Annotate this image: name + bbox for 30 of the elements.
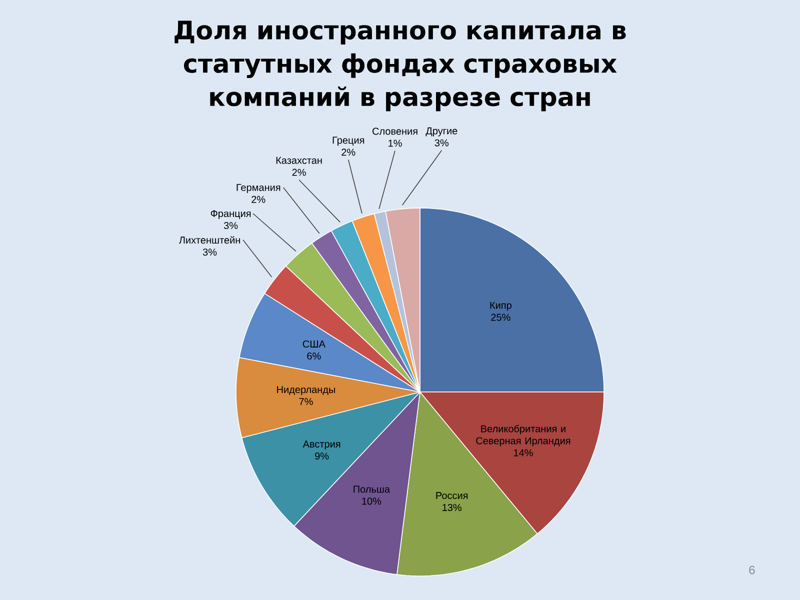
slice-label: Германия bbox=[236, 184, 280, 193]
data-label: 14% bbox=[514, 449, 533, 456]
data-label: 13% bbox=[442, 504, 462, 512]
data-label: 25% bbox=[491, 314, 510, 321]
slice-label: Кипр bbox=[490, 302, 512, 311]
slice-label: Лихтенштейн bbox=[179, 236, 240, 244]
slice-label: Нидерланды bbox=[277, 386, 335, 396]
chart-title: Доля иностранного капитала в статутных фондах страховых компаний в разрезе стран bbox=[174, 20, 626, 112]
data-label: 10% bbox=[362, 498, 382, 505]
slice-label: Великобритания и Северная Ирландия bbox=[476, 424, 570, 446]
text: 6 bbox=[749, 566, 755, 574]
data-label: 1% bbox=[388, 140, 402, 147]
data-label: 2% bbox=[292, 168, 306, 176]
data-label: 3% bbox=[434, 139, 449, 146]
data-label: 3% bbox=[224, 222, 238, 230]
slice-label: Другие bbox=[426, 127, 458, 136]
slice-label: Австрия bbox=[302, 440, 340, 450]
slice-label: США bbox=[302, 340, 326, 348]
slice-label: Греция bbox=[332, 136, 364, 146]
slice-label: Польша bbox=[354, 486, 390, 493]
slice-label: Франция bbox=[210, 210, 251, 220]
data-label: 2% bbox=[342, 148, 356, 156]
data-label: 7% bbox=[299, 398, 313, 406]
slice-label: Казахстан bbox=[276, 156, 322, 164]
data-label: 9% bbox=[315, 452, 329, 460]
data-label: 2% bbox=[252, 196, 266, 203]
data-label: 3% bbox=[202, 248, 217, 256]
slice-label: Словения bbox=[372, 128, 418, 135]
data-label: 6% bbox=[307, 352, 321, 360]
slice-label: Россия bbox=[436, 492, 468, 500]
